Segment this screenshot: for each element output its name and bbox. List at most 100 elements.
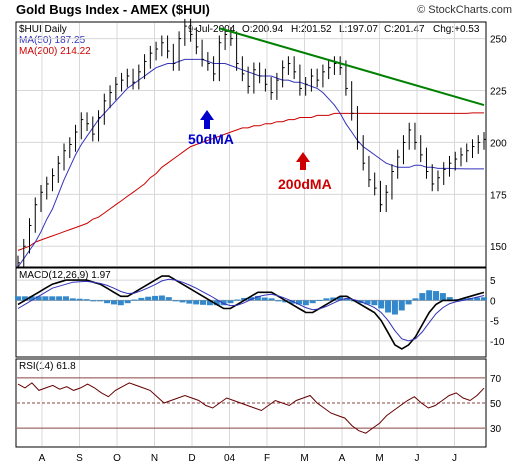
macd-histogram-bar — [446, 297, 453, 301]
ma200-line — [17, 112, 484, 251]
x-label: A — [39, 453, 46, 464]
macd-histogram-bar — [56, 296, 63, 301]
rsi-tick-label: 30 — [490, 424, 502, 435]
macd-histogram-bar — [295, 300, 302, 305]
blue-arrow-icon — [200, 110, 214, 129]
macd-histogram-bar — [117, 300, 124, 306]
macd-histogram-bar — [391, 300, 398, 315]
macd-histogram-bar — [213, 300, 220, 306]
macd-histogram-bar — [28, 296, 35, 301]
ma50-annotation-label: 50dMA — [188, 131, 234, 147]
macd-histogram-bar — [343, 298, 350, 301]
x-label: N — [151, 453, 158, 464]
macd-histogram-bar — [138, 297, 145, 301]
rsi-series — [17, 382, 485, 434]
quote-open: O:200.94 — [242, 24, 284, 35]
macd-histogram-bar — [104, 300, 111, 304]
quote-line: 9-Jul-2004 O:200.94 H:201.52 L:197.07 C:… — [188, 24, 480, 35]
macd-histogram-bar — [282, 300, 289, 303]
macd-tick-label: 5 — [490, 276, 496, 287]
macd-histogram-bar — [35, 296, 42, 301]
rsi-grid — [17, 360, 485, 446]
macd-histogram-bar — [97, 300, 104, 302]
ma200-annotation-label: 200dMA — [278, 176, 332, 192]
macd-histogram-bar — [254, 295, 261, 301]
x-label: J — [452, 453, 457, 464]
macd-histogram-bar — [378, 300, 385, 309]
macd-histogram-bar — [268, 298, 275, 301]
quote-date: 9-Jul-2004 — [188, 24, 236, 35]
macd-histogram-bar — [275, 300, 282, 302]
macd-histogram-bar — [200, 300, 207, 305]
macd-histogram-bar — [364, 300, 371, 305]
macd-histogram-bar — [302, 300, 309, 306]
rsi-axis-ticks: 70 50 30 — [490, 374, 502, 435]
macd-histogram-bar — [234, 299, 241, 301]
macd-histogram-bar — [385, 300, 392, 313]
macd-histogram-bar — [316, 299, 323, 301]
macd-histogram-bar — [405, 300, 412, 305]
macd-histogram-bar — [241, 297, 248, 301]
macd-axis-ticks: 5 0 -5 -10 — [490, 276, 505, 348]
macd-histogram-bar — [124, 300, 131, 304]
price-axis-ticks: 150 175 200 225 250 — [490, 35, 507, 254]
ma200-legend: MA(200) 214.22 — [19, 46, 91, 57]
macd-histogram-bar — [337, 296, 344, 301]
macd-histogram-bar — [227, 300, 234, 304]
macd-histogram-bar — [49, 296, 56, 301]
x-label: A — [339, 453, 346, 464]
macd-histogram-bar — [426, 290, 433, 301]
macd-histogram-bar — [323, 298, 330, 301]
x-axis-labels: A S O N D 04 F M A M J J — [39, 453, 457, 464]
macd-histogram-bar — [42, 296, 49, 301]
macd-histogram-bar — [152, 295, 159, 301]
macd-histogram-bar — [186, 300, 193, 304]
macd-tick-label: -5 — [490, 317, 499, 328]
rsi-panel — [15, 358, 487, 448]
x-label: F — [264, 453, 270, 464]
macd-histogram-bar — [412, 298, 419, 301]
price-tick-label: 200 — [490, 138, 507, 149]
x-label: 04 — [224, 453, 236, 464]
macd-histogram-bar — [439, 293, 446, 301]
price-tick-label: 225 — [490, 87, 507, 98]
macd-histogram-bar — [460, 298, 467, 301]
macd-histogram-bar — [15, 296, 21, 301]
x-label: J — [415, 453, 420, 464]
macd-histogram-bar — [165, 297, 172, 301]
price-panel — [15, 21, 487, 268]
macd-histogram-bar — [206, 300, 213, 306]
macd-label: MACD(12,26,9) 1.97 — [19, 270, 111, 281]
x-label: D — [188, 453, 195, 464]
price-series — [17, 18, 486, 271]
symbol-label: $HUI Daily — [19, 24, 67, 35]
macd-histogram-bar — [158, 295, 165, 301]
rsi-line — [17, 382, 485, 434]
quote-close: C:201.47 — [384, 24, 425, 35]
quote-change: Chg:+0.53 — [433, 24, 480, 35]
macd-histogram-bar — [76, 298, 83, 301]
macd-histogram-bar — [90, 300, 97, 302]
macd-histogram-bar — [193, 300, 200, 305]
chart-title: Gold Bugs Index - AMEX ($HUI) — [16, 2, 210, 17]
rsi-tick-label: 70 — [490, 374, 502, 385]
macd-histogram-bar — [309, 300, 316, 304]
macd-histogram-bar — [419, 293, 426, 301]
macd-histogram-bar — [248, 297, 254, 301]
ma50-annotation: 50dMA — [188, 110, 234, 147]
macd-histogram-bar — [179, 300, 186, 303]
rsi-label: RSI(14) 61.8 — [19, 361, 76, 372]
ma50-legend: MA(50) 187.25 — [19, 35, 86, 46]
macd-histogram-bar — [261, 297, 268, 301]
rsi-tick-label: 50 — [490, 399, 502, 410]
macd-tick-label: -10 — [490, 337, 505, 348]
red-arrow-icon — [296, 152, 310, 170]
ma200-annotation: 200dMA — [278, 152, 332, 192]
macd-series — [15, 275, 487, 350]
x-label: O — [113, 453, 121, 464]
price-tick-label: 150 — [490, 242, 507, 253]
macd-histogram-bar — [481, 297, 487, 301]
x-label: M — [300, 453, 308, 464]
